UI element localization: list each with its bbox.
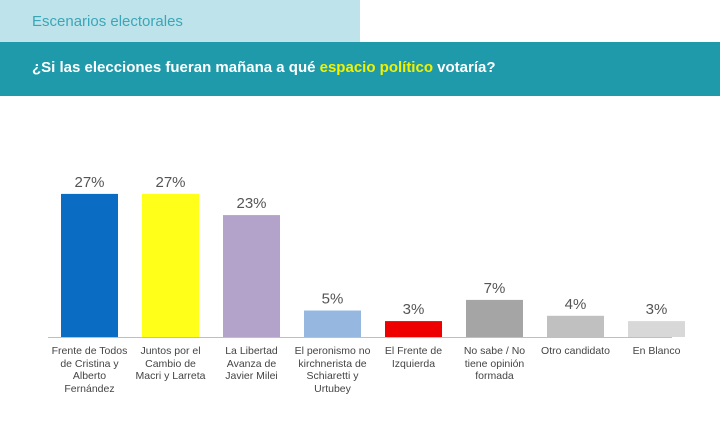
bar <box>304 310 361 337</box>
bar <box>142 193 199 337</box>
category-label: No sabe / No tiene opinión formada <box>463 345 526 382</box>
bar-value-label: 23% <box>236 195 266 212</box>
bar <box>385 321 442 337</box>
bar-value-label: 3% <box>646 301 668 318</box>
bar-value-label: 4% <box>565 296 587 313</box>
section-title: Escenarios electorales <box>0 0 360 42</box>
category-label: La Libertad Avanza de Javier Milei <box>225 345 278 382</box>
category-label: Juntos por el Cambio de Macri y Larreta <box>135 345 206 382</box>
category-label: El peronismo no kirchnerista de Schiaret… <box>294 345 371 395</box>
bar <box>223 215 280 337</box>
bar-value-label: 27% <box>155 174 185 191</box>
bar-value-label: 5% <box>322 291 344 308</box>
bar <box>466 299 523 337</box>
bar-value-label: 27% <box>74 174 104 191</box>
bar <box>547 315 604 337</box>
category-label: Frente de Todos de Cristina y Alberto Fe… <box>51 345 128 395</box>
category-label: En Blanco <box>632 345 681 357</box>
question-text-end: votaría? <box>432 59 496 76</box>
question-text-start: ¿Si las elecciones fueran mañana a qué <box>32 59 320 76</box>
category-label: Otro candidato <box>541 345 610 357</box>
bar-chart: 27% 27% 23% 5% 3% 7% 4% 3% <box>48 174 685 338</box>
question-highlight: espacio político <box>319 59 433 76</box>
bar-value-label: 3% <box>403 301 425 318</box>
bar <box>61 193 118 337</box>
bar-value-label: 7% <box>484 280 506 297</box>
bar <box>628 321 685 337</box>
question-banner: ¿Si las elecciones fueran mañana a qué e… <box>0 42 720 96</box>
category-label: El Frente de Izquierda <box>384 345 443 370</box>
